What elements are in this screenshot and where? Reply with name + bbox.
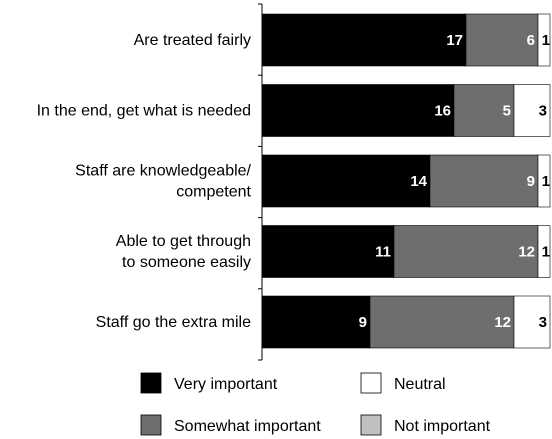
legend: Very important Neutral Somewhat important N… — [140, 372, 491, 436]
category-label: Are treated fairly — [134, 32, 251, 49]
category-label: Able to get through — [116, 233, 251, 250]
bar-segment — [537, 13, 551, 67]
bar-segment — [369, 295, 515, 349]
data-label: 1 — [542, 244, 550, 261]
data-label: 9 — [359, 314, 367, 331]
bar-segment — [261, 84, 455, 137]
bar-segment — [261, 154, 431, 208]
category-label: Staff go the extra mile — [96, 314, 251, 331]
bar-segment — [261, 225, 395, 278]
legend-swatch — [360, 372, 382, 394]
category-label: to someone easily — [122, 254, 251, 271]
data-label: 12 — [494, 314, 511, 331]
data-label: 11 — [375, 244, 391, 261]
data-label: 6 — [527, 32, 535, 49]
bars-group: 17 6 116 5 314 9 111 12 19 12 3 — [261, 13, 551, 349]
category-label: competent — [176, 184, 251, 201]
bar-segment — [261, 13, 467, 67]
legend-swatch — [140, 414, 162, 436]
bar-segment — [453, 84, 515, 137]
data-label: 9 — [527, 173, 535, 190]
category-label: In the end, get what is needed — [37, 103, 251, 120]
bar-segment — [513, 84, 551, 137]
data-label: 12 — [518, 244, 535, 261]
legend-swatch — [140, 372, 162, 394]
bar-segment — [261, 295, 371, 349]
data-label: 16 — [434, 103, 451, 120]
bar-segment — [393, 225, 539, 278]
data-label: 3 — [539, 103, 547, 120]
data-label: 1 — [542, 32, 550, 49]
data-label: 1 — [542, 173, 550, 190]
data-label: 3 — [539, 314, 547, 331]
category-labels: Are treated fairly In the end, get what i… — [37, 3, 262, 361]
legend-swatch — [360, 414, 382, 436]
bar-segment — [513, 295, 551, 349]
legend-label: Very important — [174, 376, 278, 393]
data-label: 5 — [503, 103, 511, 120]
legend-label: Somewhat important — [174, 418, 321, 435]
data-label: 14 — [410, 173, 427, 190]
bar-segment — [537, 154, 551, 208]
data-label: 17 — [446, 32, 463, 49]
legend-label: Not important — [394, 418, 491, 435]
bar-segment — [465, 13, 539, 67]
legend-label: Neutral — [394, 376, 446, 393]
bar-segment — [429, 154, 539, 208]
category-label: Staff are knowledgeable/ — [75, 163, 251, 180]
bar-segment — [537, 225, 551, 278]
